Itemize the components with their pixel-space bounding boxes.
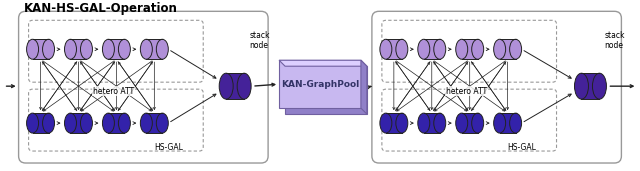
Ellipse shape: [27, 113, 38, 133]
Ellipse shape: [27, 39, 38, 59]
Ellipse shape: [575, 73, 588, 99]
Ellipse shape: [81, 39, 92, 59]
Ellipse shape: [509, 113, 522, 133]
Ellipse shape: [418, 113, 430, 133]
Polygon shape: [108, 113, 124, 133]
Text: HS-GAL: HS-GAL: [508, 143, 536, 152]
Ellipse shape: [493, 113, 506, 133]
Polygon shape: [386, 39, 402, 59]
Ellipse shape: [156, 39, 168, 59]
Ellipse shape: [418, 39, 430, 59]
Polygon shape: [33, 39, 49, 59]
Ellipse shape: [102, 113, 115, 133]
Polygon shape: [108, 39, 124, 59]
Ellipse shape: [380, 39, 392, 59]
Ellipse shape: [509, 39, 522, 59]
Ellipse shape: [237, 73, 251, 99]
Polygon shape: [361, 60, 367, 114]
Polygon shape: [386, 113, 402, 133]
Polygon shape: [500, 113, 516, 133]
Ellipse shape: [65, 39, 77, 59]
Ellipse shape: [593, 73, 607, 99]
Polygon shape: [279, 60, 361, 108]
Ellipse shape: [396, 113, 408, 133]
Ellipse shape: [118, 39, 131, 59]
Polygon shape: [147, 39, 163, 59]
Polygon shape: [226, 73, 244, 99]
Text: stack
node: stack node: [249, 31, 269, 50]
Ellipse shape: [472, 113, 484, 133]
Polygon shape: [582, 73, 600, 99]
Ellipse shape: [434, 113, 445, 133]
Text: stack
node: stack node: [604, 31, 625, 50]
Ellipse shape: [456, 113, 468, 133]
Ellipse shape: [140, 113, 152, 133]
Ellipse shape: [220, 73, 233, 99]
Text: hetero ATT: hetero ATT: [446, 87, 487, 96]
Ellipse shape: [472, 39, 484, 59]
Ellipse shape: [456, 39, 468, 59]
Polygon shape: [285, 66, 367, 114]
Polygon shape: [279, 60, 367, 66]
Polygon shape: [33, 113, 49, 133]
Ellipse shape: [493, 39, 506, 59]
Ellipse shape: [65, 113, 77, 133]
Ellipse shape: [42, 113, 54, 133]
Text: KAN-HS-GAL-Operation: KAN-HS-GAL-Operation: [24, 2, 177, 15]
Ellipse shape: [140, 39, 152, 59]
Polygon shape: [147, 113, 163, 133]
Polygon shape: [424, 39, 440, 59]
Ellipse shape: [156, 113, 168, 133]
Ellipse shape: [42, 39, 54, 59]
Ellipse shape: [396, 39, 408, 59]
Text: HS-GAL: HS-GAL: [154, 143, 183, 152]
Polygon shape: [461, 113, 477, 133]
Polygon shape: [500, 39, 516, 59]
Polygon shape: [70, 113, 86, 133]
Ellipse shape: [434, 39, 445, 59]
Ellipse shape: [380, 113, 392, 133]
Text: KAN-GraphPool: KAN-GraphPool: [281, 80, 359, 89]
Polygon shape: [70, 39, 86, 59]
Text: hetero ATT: hetero ATT: [93, 87, 134, 96]
Ellipse shape: [81, 113, 92, 133]
Polygon shape: [461, 39, 477, 59]
Polygon shape: [424, 113, 440, 133]
Ellipse shape: [102, 39, 115, 59]
Ellipse shape: [118, 113, 131, 133]
